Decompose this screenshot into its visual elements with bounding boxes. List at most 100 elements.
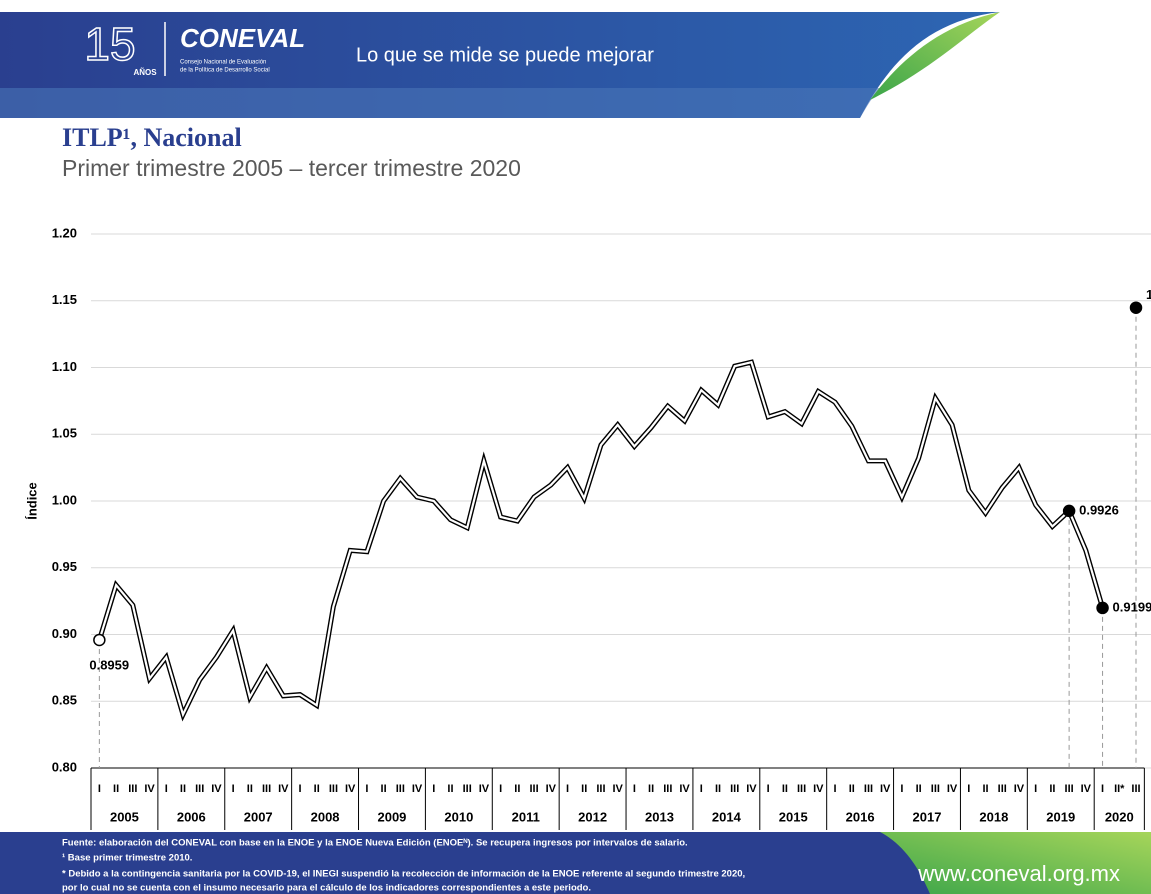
- x-tick-label: I: [98, 783, 101, 795]
- x-tick-label: III: [864, 783, 873, 795]
- year-label: 2018: [979, 809, 1008, 824]
- point-marker: [1096, 601, 1109, 615]
- x-tick-label: I: [365, 783, 368, 795]
- x-tick-label: IV: [679, 783, 690, 795]
- x-tick-label: II: [113, 783, 119, 795]
- footer: Fuente: elaboración del CONEVAL con base…: [0, 832, 1151, 894]
- y-tick-label: 0.95: [52, 559, 77, 574]
- brand-subtitle: Consejo Nacional de Evaluación: [180, 60, 266, 66]
- x-tick-label: I: [1101, 783, 1104, 795]
- x-tick-label: I: [432, 783, 435, 795]
- y-tick-label: 1.05: [52, 426, 77, 441]
- x-tick-label: II: [916, 783, 922, 795]
- x-tick-label: III: [1131, 783, 1140, 795]
- badge-text: AÑOS: [133, 68, 157, 77]
- year-label: 2016: [846, 809, 875, 824]
- x-tick-label: IV: [546, 783, 557, 795]
- x-tick-label: IV: [746, 783, 757, 795]
- x-tick-label: II: [782, 783, 788, 795]
- x-tick-label: I: [298, 783, 301, 795]
- footer-note: ¹ Base primer trimestre 2010.: [62, 853, 192, 864]
- x-tick-label: I: [767, 783, 770, 795]
- x-tick-label: III: [329, 783, 338, 795]
- point-marker: [1062, 504, 1076, 518]
- data-label: 0.9926: [1079, 502, 1119, 517]
- year-label: 2012: [578, 809, 607, 824]
- x-tick-label: II: [514, 783, 520, 795]
- x-tick-label: I: [967, 783, 970, 795]
- data-label: 0.9199: [1113, 599, 1151, 614]
- year-label: 2015: [779, 809, 808, 824]
- y-tick-label: 1.20: [52, 225, 77, 240]
- x-tick-label: I: [1034, 783, 1037, 795]
- x-tick-label: III: [797, 783, 806, 795]
- x-tick-label: II: [314, 783, 320, 795]
- x-tick-label: IV: [144, 783, 155, 795]
- footer-band: [0, 832, 1151, 894]
- x-tick-label: II: [247, 783, 253, 795]
- x-tick-label: III: [128, 783, 137, 795]
- year-label: 2009: [377, 809, 406, 824]
- x-tick-label: II*: [1114, 783, 1125, 795]
- y-tick-label: 0.80: [52, 759, 77, 774]
- badge-number: 15: [84, 18, 135, 70]
- year-label: 2007: [244, 809, 273, 824]
- x-tick-label: IV: [1081, 783, 1092, 795]
- year-label: 2006: [177, 809, 206, 824]
- x-tick-label: IV: [479, 783, 490, 795]
- year-label: 2005: [110, 809, 139, 824]
- footer-note: Fuente: elaboración del CONEVAL con base…: [62, 838, 688, 849]
- x-tick-label: IV: [612, 783, 623, 795]
- footer-note: por lo cual no se cuenta con el insumo n…: [62, 883, 591, 894]
- x-tick-label: I: [834, 783, 837, 795]
- banner-shade: [0, 88, 880, 118]
- y-tick-label: 1.15: [52, 292, 77, 307]
- y-tick-label: 1.10: [52, 359, 77, 374]
- year-label: 2014: [712, 809, 742, 824]
- x-tick-label: IV: [947, 783, 958, 795]
- data-label: 0.8959: [89, 657, 129, 672]
- x-tick-label: III: [730, 783, 739, 795]
- x-tick-label: IV: [880, 783, 891, 795]
- x-tick-label: II: [715, 783, 721, 795]
- header: 15 AÑOS CONEVAL Consejo Nacional de Eval…: [0, 12, 1000, 118]
- footer-wave: [880, 832, 1151, 894]
- x-tick-label: III: [463, 783, 472, 795]
- year-label: 2011: [512, 809, 540, 824]
- year-label: 2008: [311, 809, 340, 824]
- x-tick-label: II: [849, 783, 855, 795]
- data-label: 1.: [1146, 287, 1151, 302]
- point-marker: [93, 633, 106, 647]
- chart-subtitle: Primer trimestre 2005 – tercer trimestre…: [62, 155, 521, 181]
- x-tick-label: II: [581, 783, 587, 795]
- x-tick-label: III: [931, 783, 940, 795]
- chart-title: ITLP¹, Nacional: [62, 123, 242, 152]
- x-tick-label: III: [1065, 783, 1074, 795]
- year-label: 2017: [913, 809, 942, 824]
- x-tick-label: III: [998, 783, 1007, 795]
- year-label: 2019: [1046, 809, 1075, 824]
- x-tick-label: III: [195, 783, 204, 795]
- x-tick-label: IV: [412, 783, 423, 795]
- x-tick-label: IV: [345, 783, 356, 795]
- x-tick-label: II: [982, 783, 988, 795]
- x-tick-label: II: [648, 783, 654, 795]
- x-tick-label: I: [900, 783, 903, 795]
- brand: CONEVAL: [180, 23, 305, 53]
- plot: 0.800.850.900.951.001.051.101.151.20I II I…: [52, 225, 1151, 830]
- x-tick-label: I: [165, 783, 168, 795]
- y-tick-label: 1.00: [52, 492, 77, 507]
- x-tick-label: IV: [813, 783, 824, 795]
- series-line-outline: [97, 359, 1105, 722]
- x-tick-label: II: [180, 783, 186, 795]
- x-tick-label: III: [663, 783, 672, 795]
- point-marker: [1129, 301, 1143, 314]
- x-tick-label: II: [381, 783, 387, 795]
- banner-wave: [870, 12, 1000, 100]
- x-tick-label: II: [447, 783, 453, 795]
- slogan: Lo que se mide se puede mejorar: [356, 44, 654, 66]
- x-tick-label: I: [633, 783, 636, 795]
- x-tick-label: IV: [278, 783, 289, 795]
- year-label: 2010: [444, 809, 473, 824]
